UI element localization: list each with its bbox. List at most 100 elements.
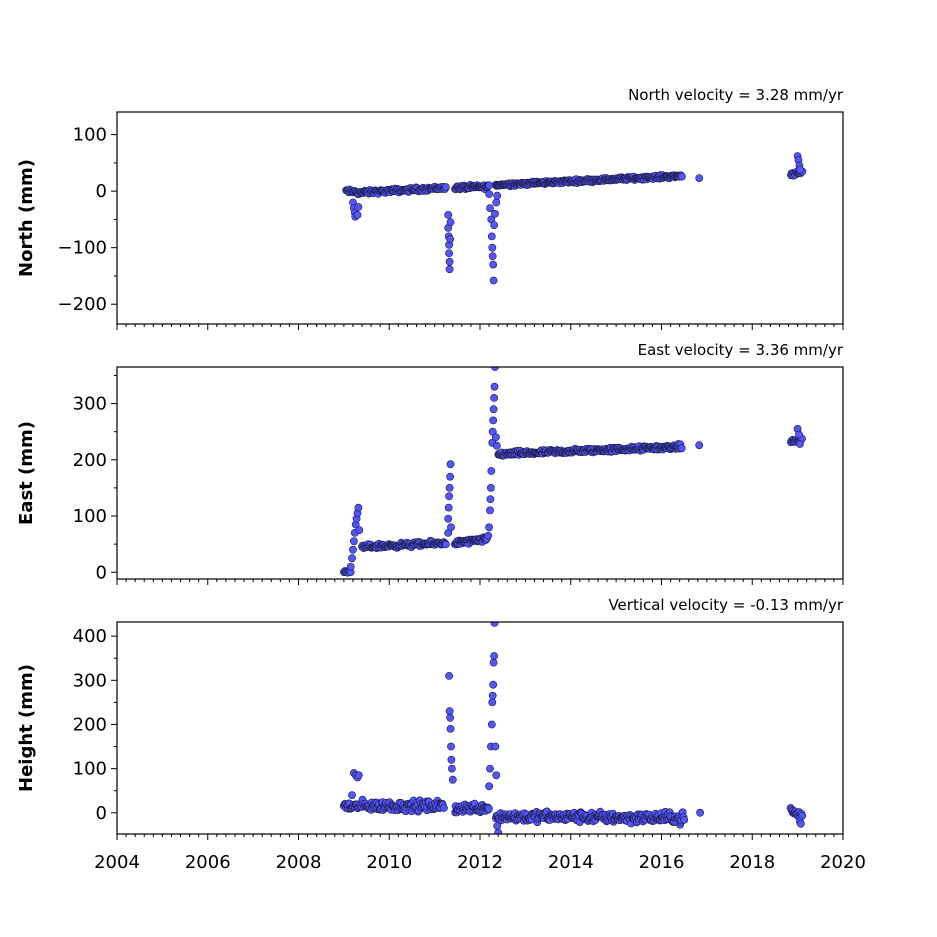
east-point (484, 531, 493, 540)
north-point (445, 257, 454, 266)
height-point (488, 698, 497, 707)
north-point (446, 218, 455, 227)
north-point (489, 260, 498, 269)
north-axes-frame (116, 111, 844, 325)
north-point (485, 181, 494, 190)
east-point (486, 506, 494, 515)
north-point (441, 183, 450, 191)
east-point (489, 405, 498, 414)
height-points (339, 622, 807, 834)
height-point (439, 804, 448, 812)
height-point (489, 658, 498, 667)
north-point (490, 221, 498, 229)
east-point (490, 382, 499, 391)
north-point (487, 232, 496, 241)
east-point (445, 492, 453, 501)
height-point (354, 771, 363, 780)
east-point (795, 430, 803, 439)
height-point (445, 672, 453, 680)
height-point (493, 822, 502, 830)
height-ytick-label: 100 (73, 759, 107, 780)
height-point (447, 755, 456, 764)
east-velocity-title: East velocity = 3.36 mm/yr (638, 341, 844, 359)
east-ytick-label: 0 (96, 562, 107, 583)
east-point (348, 554, 356, 563)
north-point (354, 203, 363, 211)
east-ytick-label: 200 (73, 450, 107, 471)
east-axes-frame (116, 366, 844, 580)
east-point (490, 393, 498, 402)
north-points (342, 152, 807, 285)
north-ytick-label: 0 (96, 181, 107, 202)
height-point (488, 691, 497, 700)
north-point (445, 249, 453, 258)
north-ytick-label: −100 (58, 238, 107, 259)
height-point (348, 791, 356, 799)
height-ylabel: Height (mm) (16, 664, 37, 792)
east-points (340, 367, 806, 577)
height-panel: 400 300 200 100 0 2004 2006 2008 2010 2012 2014 201… (16, 596, 866, 873)
east-point (486, 483, 495, 492)
east-point (447, 523, 455, 532)
height-xtick-label: 2014 (548, 852, 594, 873)
east-point (491, 367, 499, 371)
north-point (486, 204, 494, 212)
east-point (444, 514, 453, 523)
height-point (490, 652, 498, 660)
north-point (796, 165, 804, 174)
height-point (492, 771, 501, 780)
east-point (354, 503, 363, 512)
height-point (448, 775, 457, 784)
east-point (446, 460, 455, 469)
north-point (446, 235, 454, 244)
east-point (485, 523, 493, 532)
height-point (447, 742, 455, 751)
height-xtick-label: 2008 (276, 852, 322, 873)
height-point (696, 808, 704, 817)
east-point (441, 540, 450, 549)
height-xtick-label: 2012 (457, 852, 503, 873)
north-point (485, 190, 493, 198)
north-point (678, 172, 686, 181)
north-point (492, 198, 501, 207)
north-point (353, 210, 362, 219)
height-xtick-label: 2016 (639, 852, 685, 873)
north-ytick-label: 100 (73, 125, 107, 146)
east-point (491, 433, 500, 442)
east-point (446, 472, 454, 481)
height-point (484, 804, 493, 813)
east-point (486, 495, 495, 503)
height-point (796, 819, 805, 828)
north-panel: 100 0 −100 −200 North velocity = 3.28 mm/yr N… (16, 86, 844, 330)
east-point (489, 416, 498, 425)
height-xtick-label: 2018 (729, 852, 775, 873)
east-point (349, 545, 357, 554)
height-point (446, 725, 455, 733)
east-point (444, 503, 453, 512)
east-point (695, 441, 704, 450)
height-ytick-label: 300 (73, 670, 107, 691)
height-velocity-title: Vertical velocity = -0.13 mm/yr (608, 596, 843, 614)
north-velocity-title: North velocity = 3.28 mm/yr (628, 86, 844, 104)
height-point (494, 828, 503, 834)
north-ylabel: North (mm) (16, 159, 37, 277)
height-point (447, 764, 456, 773)
height-xtick-label: 2010 (366, 852, 412, 873)
north-point (491, 209, 499, 218)
height-point (486, 764, 494, 773)
east-point (677, 444, 686, 453)
east-point (796, 440, 804, 448)
height-point (485, 782, 493, 791)
north-point (695, 174, 704, 182)
east-point (487, 467, 496, 475)
height-point (446, 713, 454, 722)
height-xtick-label: 2004 (94, 852, 140, 873)
east-point (346, 562, 355, 571)
height-point (489, 680, 498, 689)
north-point (493, 191, 502, 200)
east-point (355, 526, 364, 534)
east-point (445, 483, 454, 492)
east-point (492, 441, 501, 450)
height-point (680, 816, 689, 824)
